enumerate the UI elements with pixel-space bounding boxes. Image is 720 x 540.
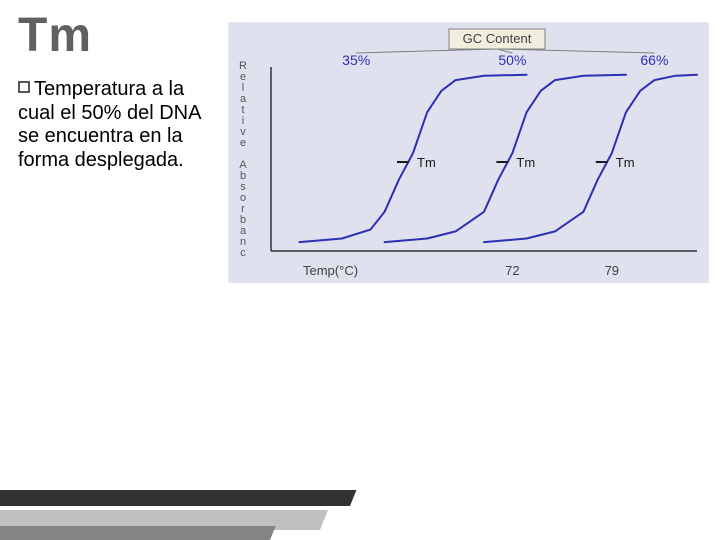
svg-text:35%: 35% [342, 52, 370, 68]
accent-bar [0, 490, 356, 506]
svg-text:e: e [240, 137, 246, 149]
svg-text:Tm: Tm [616, 155, 635, 170]
chart-svg: RelativeAbsorbancTemp(°C)7279GC ContentT… [229, 23, 709, 283]
svg-text:Tm: Tm [516, 155, 535, 170]
svg-text:GC Content: GC Content [463, 31, 532, 46]
svg-text:Tm: Tm [417, 155, 436, 170]
accent-bar [0, 526, 276, 540]
body-bullet: Temperatura a la cual el 50% del DNA se … [18, 78, 218, 172]
slide-title: Tm [18, 8, 92, 63]
svg-text:72: 72 [505, 263, 519, 278]
dna-melting-chart: RelativeAbsorbancTemp(°C)7279GC ContentT… [228, 22, 708, 282]
accent-bars [0, 470, 410, 540]
svg-text:c: c [240, 247, 246, 259]
svg-text:79: 79 [605, 263, 619, 278]
svg-text:66%: 66% [640, 52, 668, 68]
body-text: Temperatura a la cual el 50% del DNA se … [18, 78, 200, 171]
bullet-square-icon [18, 81, 30, 93]
svg-text:Temp(°C): Temp(°C) [303, 263, 358, 278]
svg-text:50%: 50% [498, 52, 526, 68]
